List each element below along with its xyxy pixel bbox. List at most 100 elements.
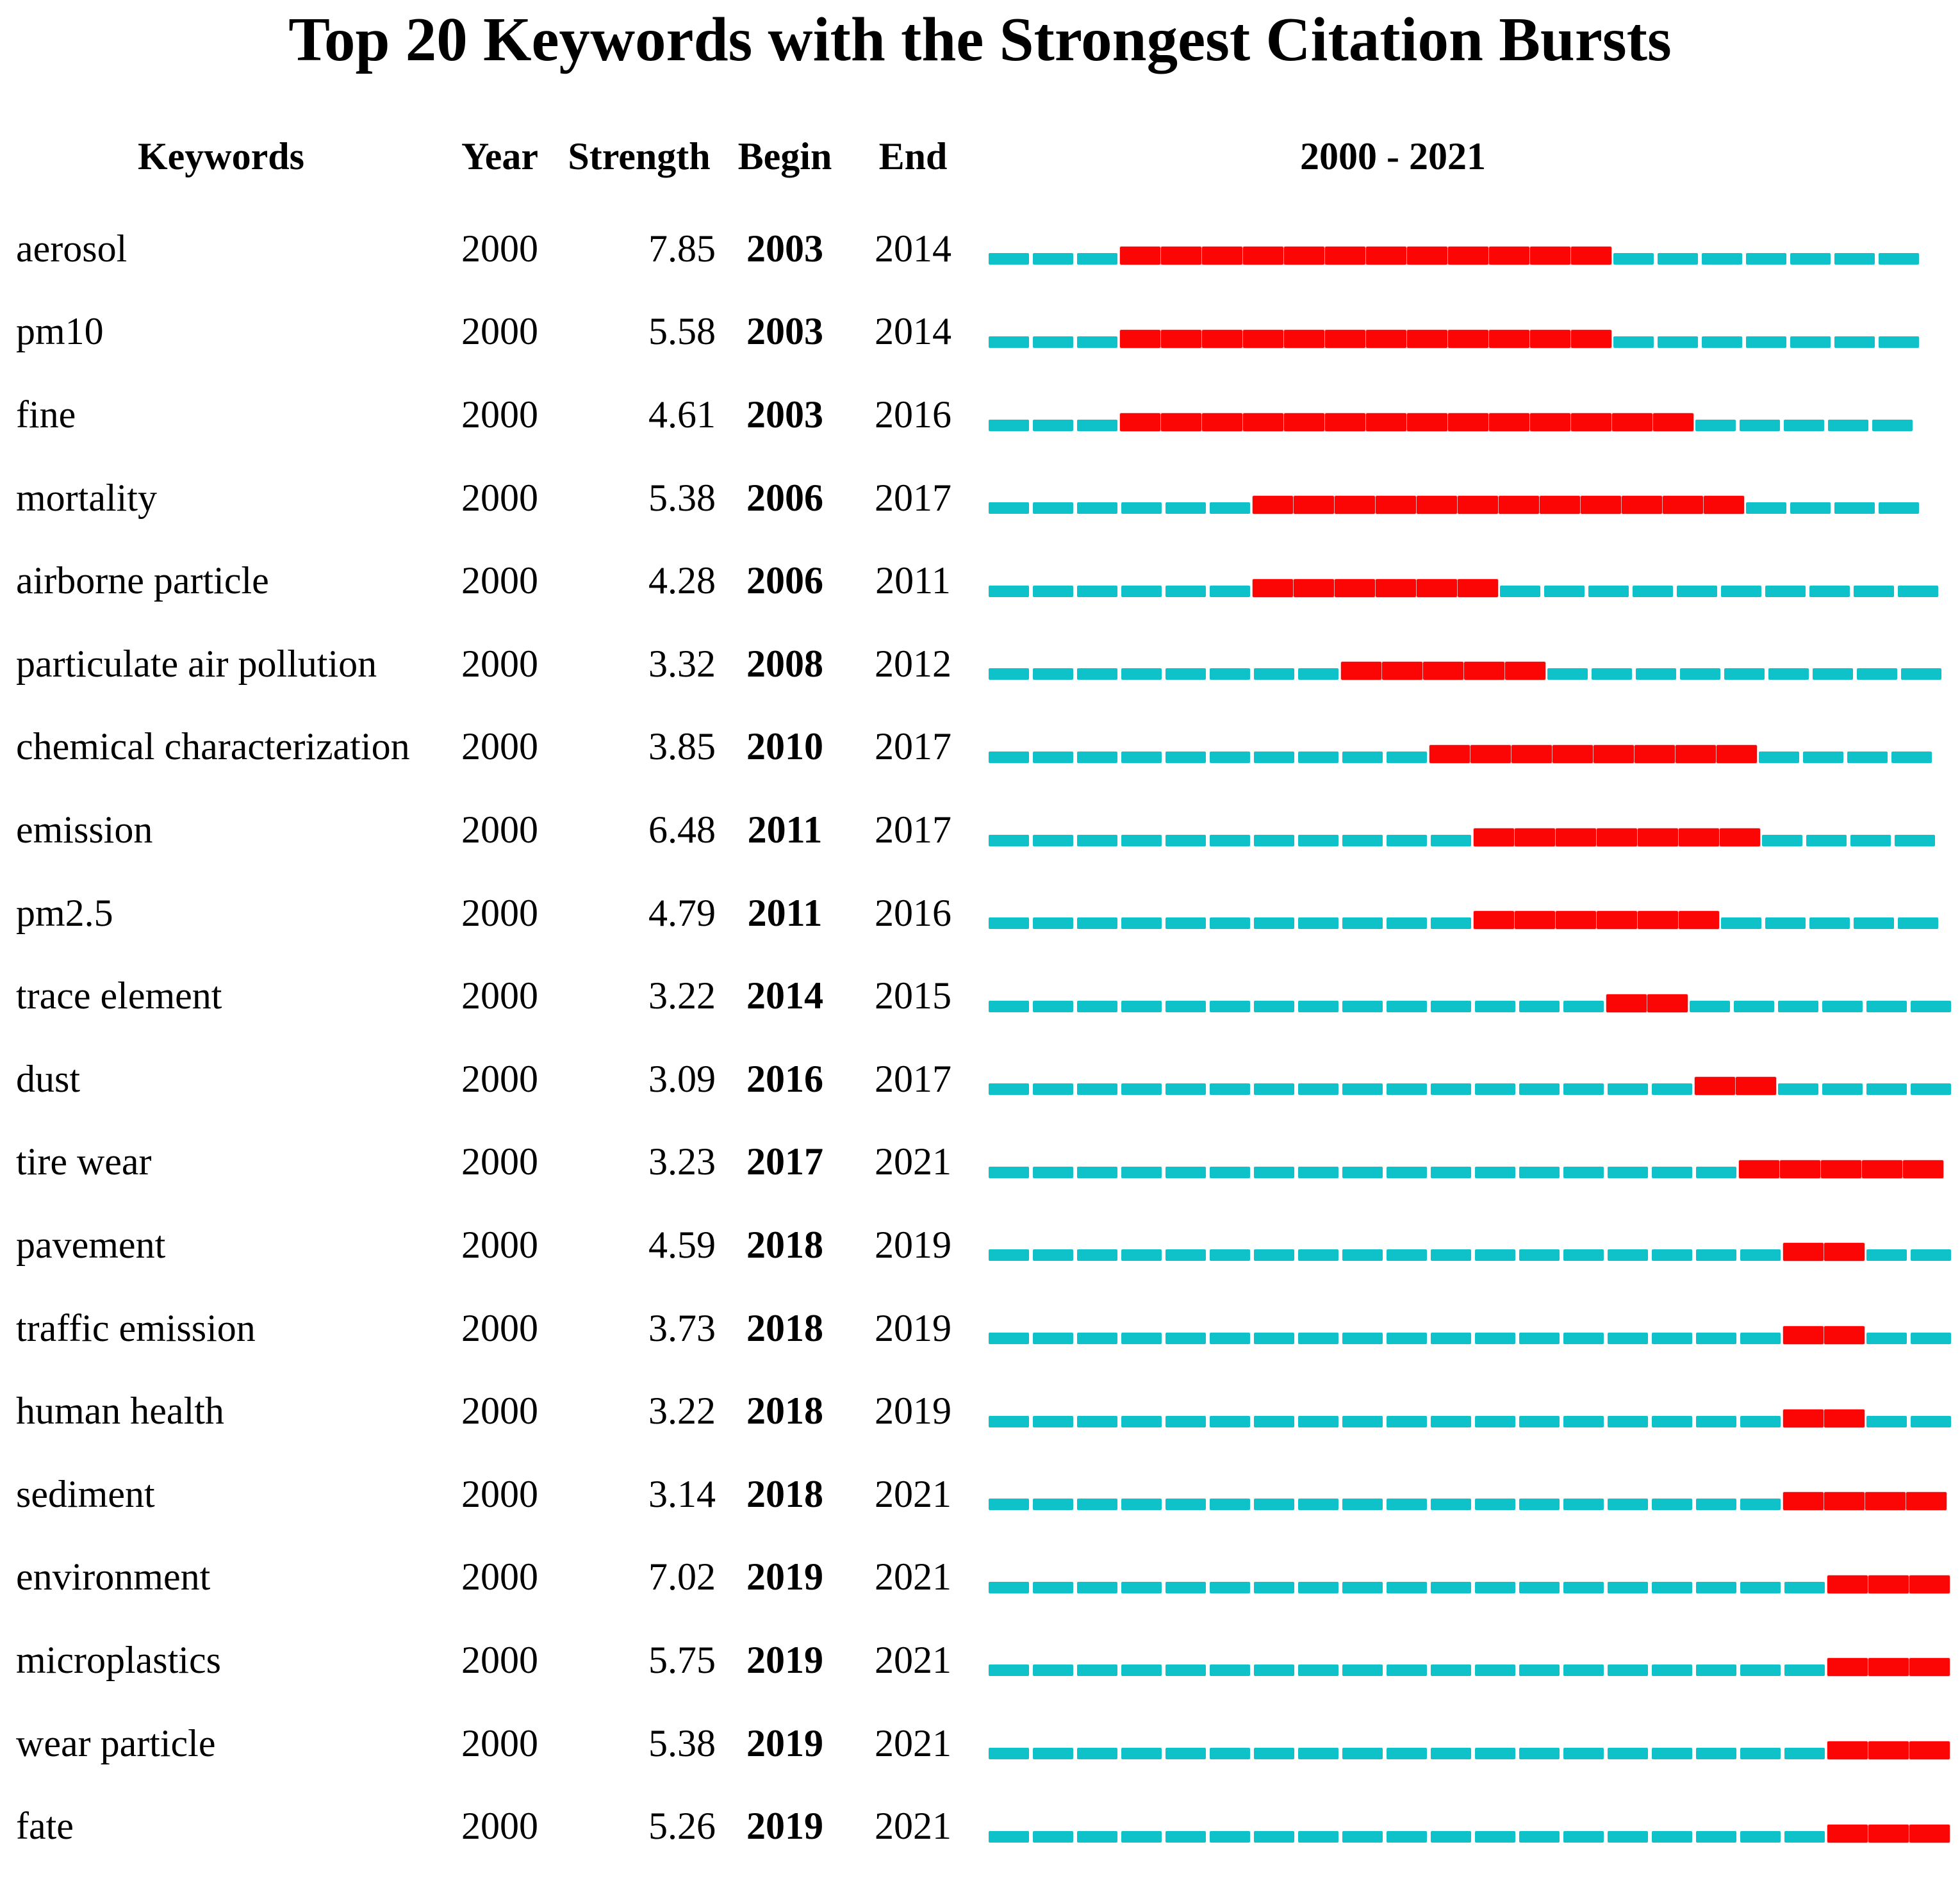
base-year-segment bbox=[1298, 1830, 1338, 1843]
begin-cell: 2018 bbox=[746, 1223, 823, 1266]
base-year-segment bbox=[1519, 1581, 1560, 1593]
base-year-segment bbox=[1033, 585, 1073, 597]
base-year-segment bbox=[1475, 1664, 1515, 1677]
base-year-segment bbox=[1721, 917, 1761, 930]
base-year-segment bbox=[1475, 1830, 1515, 1843]
timeline bbox=[989, 579, 1960, 597]
base-year-segment bbox=[1702, 336, 1742, 348]
burst-year-segment bbox=[1580, 496, 1621, 514]
base-year-segment bbox=[1784, 1581, 1825, 1593]
strength-cell: 5.38 bbox=[648, 476, 716, 519]
base-year-segment bbox=[1210, 1748, 1250, 1760]
begin-cell: 2018 bbox=[746, 1306, 823, 1349]
burst-year-segment bbox=[1242, 329, 1283, 348]
burst-year-segment bbox=[1201, 247, 1242, 265]
base-year-segment bbox=[1254, 1249, 1294, 1261]
base-year-segment bbox=[1077, 1000, 1117, 1012]
keyword-cell: pm10 bbox=[16, 310, 104, 353]
base-year-segment bbox=[1613, 336, 1654, 348]
burst-year-segment bbox=[1293, 496, 1334, 514]
base-year-segment bbox=[1210, 834, 1250, 846]
base-year-segment bbox=[1431, 1333, 1471, 1345]
base-year-segment bbox=[1121, 1664, 1162, 1677]
burst-year-segment bbox=[1906, 1492, 1947, 1511]
keyword-cell: particulate air pollution bbox=[16, 642, 377, 685]
burst-year-segment bbox=[1783, 1326, 1824, 1345]
base-year-segment bbox=[1834, 336, 1875, 348]
end-cell: 2017 bbox=[875, 725, 951, 768]
base-year-segment bbox=[1033, 1830, 1073, 1843]
base-year-segment bbox=[1121, 834, 1162, 846]
base-year-segment bbox=[1298, 1083, 1338, 1096]
strength-cell: 3.09 bbox=[648, 1057, 716, 1100]
base-year-segment bbox=[1254, 1333, 1294, 1345]
table-row: wear particle 2000 5.38 2019 2021 bbox=[0, 1702, 1960, 1785]
timeline-cell bbox=[977, 738, 1960, 763]
keyword-cell: emission bbox=[16, 809, 153, 851]
base-year-segment bbox=[1696, 1581, 1736, 1593]
base-year-segment bbox=[1254, 1000, 1294, 1012]
burst-year-segment bbox=[1861, 1160, 1902, 1178]
base-year-segment bbox=[989, 1000, 1029, 1012]
timeline-cell bbox=[977, 987, 1960, 1012]
base-year-segment bbox=[1254, 1748, 1294, 1760]
end-cell: 2017 bbox=[875, 476, 951, 519]
keyword-cell: chemical characterization bbox=[16, 725, 410, 768]
base-year-segment bbox=[1563, 1083, 1604, 1096]
base-year-segment bbox=[1778, 1083, 1818, 1096]
base-year-segment bbox=[1809, 917, 1850, 930]
base-year-segment bbox=[1721, 585, 1761, 597]
base-year-segment bbox=[1866, 1415, 1907, 1427]
burst-year-segment bbox=[1820, 1160, 1861, 1178]
burst-year-segment bbox=[1678, 828, 1719, 846]
base-year-segment bbox=[1254, 1664, 1294, 1677]
base-year-segment bbox=[1033, 1249, 1073, 1261]
base-year-segment bbox=[1431, 1000, 1471, 1012]
base-year-segment bbox=[1254, 1499, 1294, 1511]
timeline bbox=[989, 496, 1960, 514]
base-year-segment bbox=[1784, 1748, 1825, 1760]
strength-cell: 7.85 bbox=[648, 227, 716, 270]
base-year-segment bbox=[1165, 1083, 1206, 1096]
base-year-segment bbox=[989, 585, 1029, 597]
burst-year-segment bbox=[1868, 1741, 1909, 1760]
base-year-segment bbox=[1033, 253, 1073, 265]
burst-year-segment bbox=[1160, 329, 1201, 348]
base-year-segment bbox=[1822, 1000, 1863, 1012]
begin-cell: 2003 bbox=[746, 393, 823, 436]
timeline bbox=[989, 1326, 1960, 1345]
base-year-segment bbox=[1342, 1083, 1383, 1096]
burst-year-segment bbox=[1406, 413, 1447, 431]
base-year-segment bbox=[1854, 585, 1894, 597]
burst-year-segment bbox=[1334, 496, 1375, 514]
column-header-strength: Strength bbox=[568, 135, 711, 178]
base-year-segment bbox=[1765, 917, 1806, 930]
base-year-segment bbox=[1563, 1830, 1604, 1843]
base-year-segment bbox=[1696, 1830, 1736, 1843]
begin-cell: 2006 bbox=[746, 559, 823, 602]
burst-year-segment bbox=[1242, 247, 1283, 265]
burst-year-segment bbox=[1529, 413, 1570, 431]
base-year-segment bbox=[1254, 1166, 1294, 1178]
base-year-segment bbox=[1431, 1083, 1471, 1096]
base-year-segment bbox=[1298, 1333, 1338, 1345]
burst-year-segment bbox=[1365, 413, 1406, 431]
base-year-segment bbox=[1759, 751, 1799, 763]
base-year-segment bbox=[1790, 253, 1831, 265]
base-year-segment bbox=[989, 502, 1029, 514]
base-year-segment bbox=[1165, 1664, 1206, 1677]
base-year-segment bbox=[1121, 1333, 1162, 1345]
base-year-segment bbox=[1608, 1830, 1648, 1843]
base-year-segment bbox=[1872, 419, 1913, 431]
strength-cell: 5.58 bbox=[648, 310, 716, 353]
base-year-segment bbox=[1033, 1581, 1073, 1593]
base-year-segment bbox=[1033, 1000, 1073, 1012]
base-year-segment bbox=[1724, 668, 1765, 680]
year-cell: 2000 bbox=[461, 891, 538, 934]
timeline bbox=[989, 1658, 1960, 1677]
burst-year-segment bbox=[1678, 911, 1719, 930]
burst-year-segment bbox=[1637, 828, 1678, 846]
base-year-segment bbox=[1652, 1581, 1692, 1593]
base-year-segment bbox=[1121, 585, 1162, 597]
burst-year-segment bbox=[1488, 247, 1529, 265]
